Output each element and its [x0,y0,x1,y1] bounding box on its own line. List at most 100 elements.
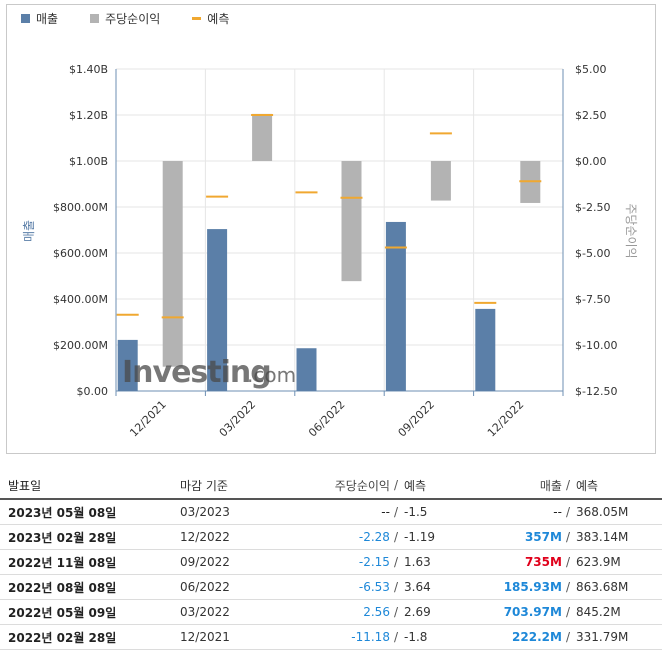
y-right-tick-label: $-7.50 [575,293,610,306]
y-left-tick-label: $1.20B [69,109,108,122]
row-period: 03/2022 [180,605,230,619]
row-period: 12/2022 [180,530,230,544]
row-revenue: 185.93M / [504,575,570,599]
table-row: 2022년 05월 09일 03/2022 2.56/2.69 703.97M/845… [0,600,662,625]
header-eps-slash: / [393,478,398,492]
header-revenue-forecast[interactable]: 예측 [576,478,599,493]
table-row: 2022년 08월 08일 06/2022 -6.53/3.64 185.93M/86… [0,575,662,600]
y-right-axis-title: 주당순이익 [624,203,638,258]
x-tick-label: 09/2022 [396,398,438,440]
y-left-tick-label: $1.00B [69,155,108,168]
table-body: 2023년 05월 08일 03/2023 -- / -1.5 --/368.05M 202… [0,500,662,650]
row-eps-slash: / [393,605,398,619]
row-revenue-value: 735M [524,555,562,569]
header-revenue-label: 매출 [539,478,562,493]
row-date: 2022년 02월 28일 [8,630,117,645]
row-eps: -2.28/ [359,525,398,549]
row-revenue-value: 222.2M [512,630,562,644]
row-eps: -2.15/ [359,550,398,574]
row-eps: -- / [381,500,398,524]
header-date[interactable]: 발표일 [8,478,42,493]
row-eps-value: -2.15 [358,555,390,569]
table-row: 2023년 05월 08일 03/2023 -- / -1.5 --/ 368.05M [0,500,662,525]
row-eps-forecast: 1.63 [404,555,431,569]
header-period[interactable]: 마감 기준 [180,478,228,493]
header-eps-forecast[interactable]: 예측 [404,478,427,493]
revenue-swatch-icon [21,13,30,23]
revenue-bar [475,308,496,391]
row-date: 2022년 05월 09일 [8,605,117,620]
eps-swatch-icon [90,13,100,23]
y-left-tick-label: $800.00M [53,201,108,214]
row-eps-slash: / [393,505,398,519]
y-right-tick-label: $0.00 [575,155,607,168]
header-eps[interactable]: 주당순이익 / [335,472,398,498]
row-revenue-slash: / [565,530,570,544]
eps-bar [162,161,183,367]
row-revenue-value: 357M [524,530,562,544]
row-eps-value: -11.18 [351,630,390,644]
row-revenue-forecast: 331.79M [576,630,629,644]
row-date: 2022년 11월 08일 [8,555,117,570]
row-eps-slash: / [393,530,398,544]
row-eps: -6.53/ [359,575,398,599]
row-date: 2023년 05월 08일 [8,505,117,520]
row-eps-forecast: -1.5 [404,505,428,519]
table-row: 2023년 02월 28일 12/2022 -2.28/-1.19 357M/383.… [0,525,662,550]
row-revenue-forecast: 845.2M [576,605,621,619]
row-date: 2022년 08월 08일 [8,580,117,595]
y-right-tick-label: $-10.00 [575,339,617,352]
y-left-tick-label: $200.00M [53,339,108,352]
row-period: 03/2023 [180,505,230,519]
y-left-axis-title: 매출 [22,220,36,242]
chart-legend: 매출 주당순이익 예측 [7,5,247,31]
row-eps-forecast: -1.19 [404,530,436,544]
row-revenue: 357M / [525,525,570,549]
revenue-bar [207,229,228,391]
watermark-suffix: .com [247,363,296,387]
eps-bar [341,161,362,282]
earnings-chart: 매출 주당순이익 예측 $0.00 $200.00M $400.00M $600.00… [6,4,656,454]
revenue-bar [385,221,406,391]
row-period: 12/2021 [180,630,230,644]
row-revenue-value: 703.97M [503,605,562,619]
eps-bar [430,161,451,201]
row-eps-value: -- [381,505,390,519]
header-eps-label: 주당순이익 [334,478,390,493]
row-eps-slash: / [393,580,398,594]
y-left-tick-label: $0.00 [77,385,109,398]
row-eps: 2.56/ [363,600,398,624]
y-left-tick-label: $400.00M [53,293,108,306]
y-right-tick-label: $-12.50 [575,385,617,398]
legend-revenue[interactable]: 매출 [21,10,58,27]
row-revenue-forecast: 383.14M [576,530,629,544]
row-eps-value: 2.56 [363,605,390,619]
x-tick-label: 12/2021 [127,398,169,440]
row-revenue: 222.2M / [512,625,570,649]
y-right-tick-label: $5.00 [575,63,607,76]
row-eps-value: -2.28 [358,530,390,544]
row-revenue: 703.97M / [504,600,570,624]
row-revenue: -- / [553,500,570,524]
eps-bar [252,113,273,161]
row-period: 09/2022 [180,555,230,569]
header-revenue[interactable]: 매출 / [540,472,570,498]
legend-forecast[interactable]: 예측 [192,10,229,27]
row-period: 06/2022 [180,580,230,594]
x-tick-label: 06/2022 [306,398,348,440]
row-revenue-slash: / [565,605,570,619]
y-right-tick-label: $-5.00 [575,247,610,260]
row-revenue-forecast: 863.68M [576,580,629,594]
row-eps-slash: / [393,555,398,569]
row-date: 2023년 02월 28일 [8,530,117,545]
row-revenue-value: 185.93M [503,580,562,594]
earnings-table: 발표일 마감 기준 주당순이익 / 예측 매출 / 예측 2023년 05월 0… [0,472,662,650]
row-revenue-forecast: 623.9M [576,555,621,569]
y-left-tick-label: $1.40B [69,63,108,76]
row-eps-forecast: -1.8 [404,630,428,644]
legend-forecast-label: 예측 [207,11,230,26]
watermark-logo: Investing [122,355,271,390]
y-right-tick-label: $-2.50 [575,201,610,214]
row-revenue-forecast: 368.05M [576,505,629,519]
legend-eps[interactable]: 주당순이익 [90,10,160,27]
